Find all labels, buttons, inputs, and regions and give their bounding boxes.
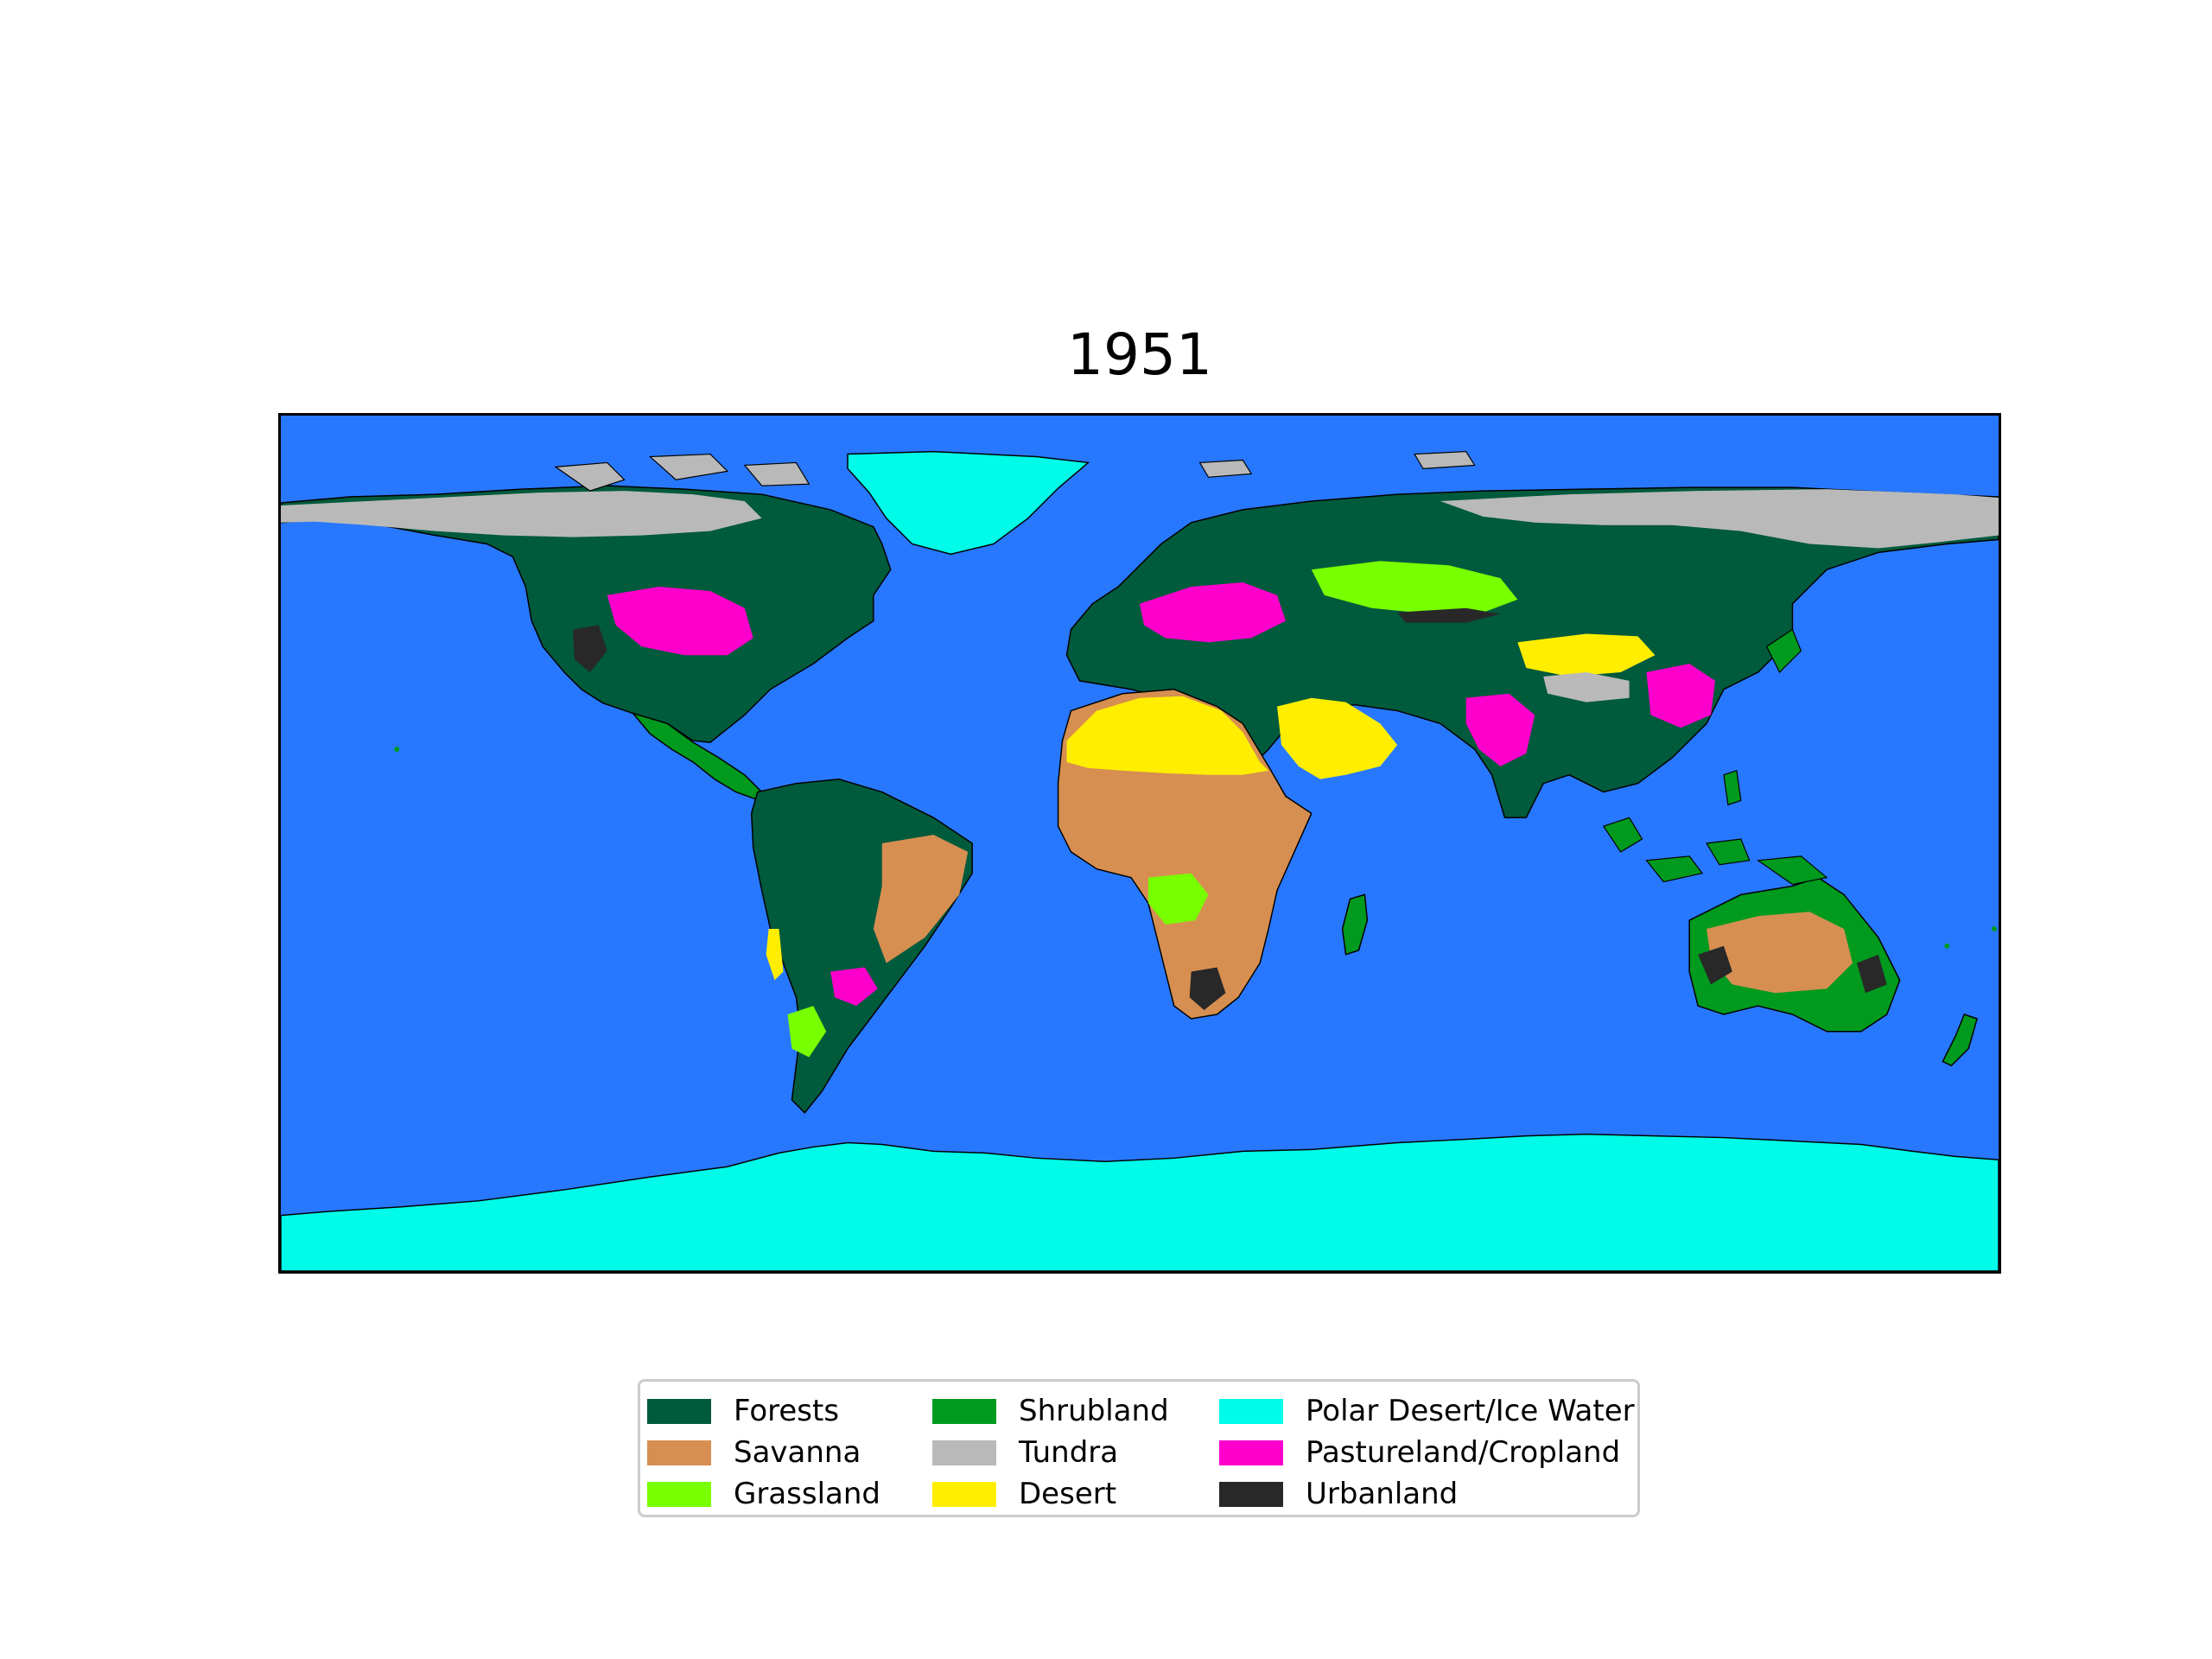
tundra-eurasia bbox=[1440, 489, 1999, 549]
cropland-north-america bbox=[607, 587, 753, 656]
cropland-china bbox=[1646, 664, 1715, 728]
legend-swatch bbox=[932, 1440, 996, 1465]
legend-item-savanna: Savanna bbox=[647, 1435, 861, 1470]
legend-swatch bbox=[932, 1398, 996, 1424]
cropland-europe bbox=[1140, 582, 1286, 643]
legend-label: Grassland bbox=[734, 1477, 880, 1511]
urban-africa bbox=[1189, 967, 1226, 1011]
tibet-tundra bbox=[1543, 672, 1630, 702]
world-land-cover-map bbox=[281, 416, 1999, 1271]
island-dot bbox=[1944, 943, 1950, 949]
grassland-africa bbox=[1147, 873, 1209, 925]
legend-swatch bbox=[1219, 1398, 1283, 1424]
legend-swatch bbox=[647, 1440, 711, 1465]
legend-label: Desert bbox=[1019, 1477, 1117, 1511]
map-frame bbox=[278, 413, 2001, 1274]
grassland-eurasia bbox=[1311, 561, 1518, 614]
legend-item-urbanland: Urbanland bbox=[1219, 1477, 1458, 1511]
islands bbox=[1602, 628, 1828, 886]
arabian-desert bbox=[1277, 697, 1398, 779]
legend-label: Savanna bbox=[734, 1435, 861, 1470]
legend-item-grassland: Grassland bbox=[647, 1477, 880, 1511]
legend-label: Urbanland bbox=[1306, 1477, 1459, 1511]
urban-australia bbox=[1698, 945, 1887, 994]
legend-item-polar-desert-ice-water: Polar Desert/Ice Water bbox=[1219, 1394, 1635, 1428]
legend-label: Polar Desert/Ice Water bbox=[1306, 1394, 1635, 1428]
legend-item-tundra: Tundra bbox=[932, 1435, 1118, 1470]
legend-item-shrubland: Shrubland bbox=[932, 1394, 1169, 1428]
legend-swatch bbox=[932, 1481, 996, 1507]
legend-swatch bbox=[1219, 1440, 1283, 1465]
urban-asia bbox=[1397, 607, 1501, 623]
urban-north-america bbox=[572, 625, 607, 672]
legend-label: Pastureland/Cropland bbox=[1306, 1435, 1621, 1470]
greenland bbox=[847, 450, 1090, 556]
legend: Forests Savanna Grassland Shrubland Tund… bbox=[638, 1379, 1640, 1517]
legend-swatch bbox=[647, 1398, 711, 1424]
legend-swatch bbox=[647, 1481, 711, 1507]
map-title: 1951 bbox=[1067, 321, 1212, 388]
legend-label: Shrubland bbox=[1019, 1394, 1169, 1428]
savanna-australia bbox=[1707, 912, 1853, 994]
north-america bbox=[281, 485, 892, 743]
new-zealand bbox=[1942, 1014, 1979, 1067]
legend-item-forests: Forests bbox=[647, 1394, 839, 1428]
savanna-south-america bbox=[873, 835, 969, 963]
madagascar bbox=[1341, 893, 1369, 956]
antarctica bbox=[281, 1133, 1999, 1271]
sahara-desert bbox=[1066, 696, 1269, 775]
island-dot bbox=[394, 747, 400, 753]
gobi-desert bbox=[1517, 633, 1656, 677]
legend-item-desert: Desert bbox=[932, 1477, 1116, 1511]
grassland-south-america bbox=[787, 1006, 827, 1058]
legend-label: Tundra bbox=[1019, 1435, 1119, 1470]
cropland-india bbox=[1465, 693, 1535, 766]
island-dot bbox=[1992, 926, 1998, 931]
legend-swatch bbox=[1219, 1481, 1283, 1507]
arctic-islands bbox=[554, 450, 1476, 492]
legend-item-pastureland-cropland: Pastureland/Cropland bbox=[1219, 1435, 1620, 1470]
legend-label: Forests bbox=[734, 1394, 840, 1428]
tundra-north-america bbox=[281, 491, 762, 537]
cropland-south-america bbox=[830, 967, 878, 1007]
